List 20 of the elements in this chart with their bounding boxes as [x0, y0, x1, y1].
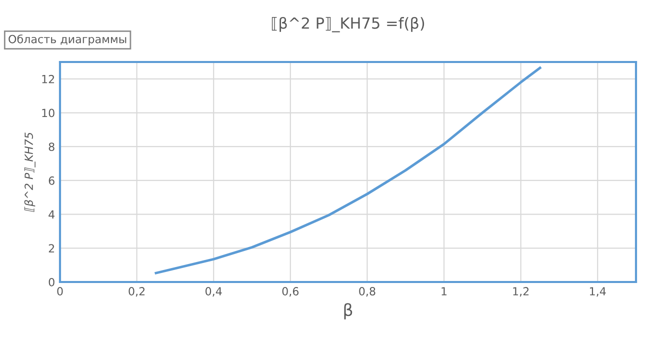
text: Область диаграммы — [8, 34, 126, 46]
x-tick-label: 0,6 — [282, 287, 299, 297]
y-tick-label: 8 — [48, 142, 54, 151]
x-tick-label: 0,8 — [359, 287, 376, 297]
y-tick-label: 4 — [48, 210, 55, 219]
chart-title: ⟦β^2 P⟧_KH75 =f(β) — [272, 16, 424, 32]
x-tick-label: 1 — [442, 287, 447, 296]
x-tick-label: 0,2 — [128, 287, 145, 297]
y-tick-label: 0 — [48, 278, 54, 286]
x-tick-label: 1,2 — [513, 287, 529, 297]
y-tick-label: 10 — [42, 108, 54, 118]
line-series — [154, 66, 542, 274]
x-tick-label: 0 — [57, 287, 63, 296]
x-tick-label: 0,4 — [206, 287, 222, 297]
x-tick-label: 1,4 — [590, 287, 606, 297]
y-axis-title: ⟦β^2 P⟧_KH75 — [24, 132, 36, 212]
y-tick-label: 6 — [48, 176, 54, 185]
y-tick-label: 12 — [42, 74, 54, 84]
x-axis-title: β — [344, 303, 352, 320]
y-tick-label: 2 — [48, 244, 54, 252]
